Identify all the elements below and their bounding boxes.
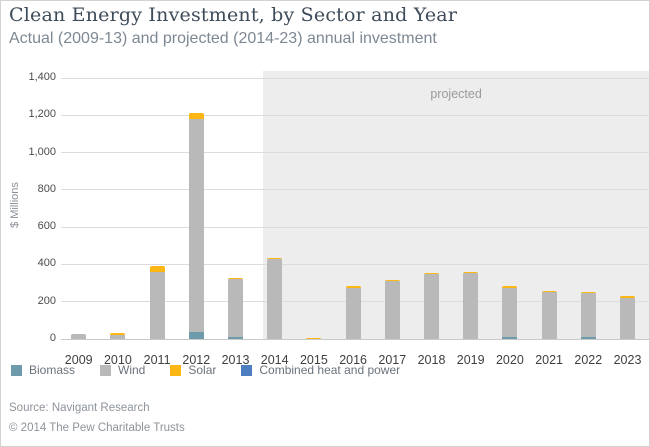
legend-swatch-icon — [100, 364, 112, 376]
y-tick-label: 600 — [37, 220, 56, 233]
x-tick-label-2010: 2010 — [103, 353, 132, 367]
bar-segment-solar — [463, 272, 479, 274]
legend-item-biomass: Biomass — [11, 363, 75, 377]
bar-2009 — [71, 334, 87, 339]
legend-swatch-icon — [11, 364, 22, 376]
y-tick-label: 1,200 — [28, 108, 56, 121]
gridline-y-800 — [61, 189, 649, 191]
x-tick-label-2012: 2012 — [182, 353, 211, 367]
legend-swatch-icon — [170, 364, 182, 376]
bar-segment-solar — [149, 266, 165, 272]
legend-label: Wind — [118, 363, 146, 377]
chart-area: $ Millions projected 0 200 400 600 800 1,000 1,… — [1, 61, 649, 367]
x-tick-label-2015: 2015 — [299, 353, 328, 367]
bar-2016 — [345, 286, 361, 339]
y-tick-label: 800 — [37, 182, 56, 195]
legend-label: Biomass — [29, 363, 76, 377]
chart-title: Clean Energy Investment, by Sector and Y… — [9, 4, 458, 26]
y-tick-label: 1,000 — [28, 145, 56, 158]
x-tick-label-2019: 2019 — [456, 353, 485, 367]
gridline-y-1400 — [61, 77, 649, 79]
bar-segment-wind — [580, 293, 596, 337]
legend: Biomass Wind Solar Combined heat and power — [11, 363, 400, 377]
x-tick-label-2022: 2022 — [574, 353, 603, 367]
bar-segment-solar — [580, 291, 596, 294]
bar-segment-wind — [541, 292, 557, 339]
y-tick-label: 0 — [49, 332, 56, 344]
y-tick-label: 1,400 — [28, 71, 56, 83]
gridline-y-600 — [61, 226, 649, 228]
bar-segment-wind — [267, 259, 283, 339]
bar-segment-solar — [424, 273, 439, 275]
y-tick-label: 200 — [37, 294, 56, 307]
x-tick-label-2016: 2016 — [339, 353, 367, 367]
plot-area: projected 0 200 400 600 800 1,000 1,200 1,400 200… — [28, 71, 649, 367]
x-tick-label-2021: 2021 — [535, 353, 563, 367]
bar-2011 — [149, 266, 165, 339]
legend-swatch-icon — [241, 364, 253, 376]
legend-label: Combined heat and power — [259, 363, 401, 377]
bar-2013 — [228, 277, 243, 339]
gridline-y-400 — [61, 263, 649, 265]
bar-segment-wind — [345, 287, 361, 339]
bar-segment-wind — [384, 281, 400, 339]
bar-segment-solar — [502, 286, 518, 288]
x-tick-label-2009: 2009 — [64, 353, 93, 367]
bar-segment-solar — [384, 279, 400, 282]
bar-segment-solar — [306, 338, 322, 339]
bar-segment-solar — [620, 296, 635, 298]
chart-subtitle: Actual (2009-13) and projected (2014-23)… — [9, 30, 437, 47]
bar-2019 — [463, 272, 479, 339]
bar-segment-solar — [228, 277, 243, 280]
legend-item-solar: Solar — [170, 363, 216, 377]
bar-segment-solar — [267, 257, 283, 260]
bar-segment-wind — [424, 274, 439, 339]
bar-segment-wind — [110, 334, 126, 339]
bar-2022 — [580, 291, 596, 339]
legend-label: Solar — [188, 363, 217, 377]
bar-2023 — [620, 296, 635, 339]
bar-2021 — [541, 290, 557, 339]
bar-segment-wind — [188, 119, 204, 333]
bar-segment-biomass — [580, 336, 596, 339]
bar-segment-wind — [502, 287, 518, 338]
bar-2014 — [267, 257, 283, 339]
bar-2010 — [110, 333, 126, 339]
bar-segment-wind — [71, 334, 87, 339]
bar-2015 — [306, 338, 322, 339]
bar-segment-solar — [110, 333, 126, 335]
copyright-note: © 2014 The Pew Charitable Trusts — [9, 422, 185, 434]
gridline-y-0 — [61, 338, 649, 340]
x-tick-label-2017: 2017 — [378, 353, 407, 367]
x-tick-label-2023: 2023 — [613, 353, 642, 367]
bar-segment-wind — [620, 297, 635, 339]
bar-segment-wind — [149, 271, 165, 339]
x-tick-label-2013: 2013 — [221, 353, 250, 367]
projected-region-label: projected — [430, 87, 482, 101]
bar-segment-biomass — [502, 337, 518, 339]
bar-segment-solar — [541, 290, 557, 293]
legend-item-combined-heat-and-power: Combined heat and power — [241, 363, 400, 377]
bar-2020 — [502, 286, 518, 339]
source-note: Source: Navigant Research — [9, 402, 150, 414]
bar-2018 — [424, 273, 439, 339]
bar-segment-wind — [463, 273, 479, 339]
x-tick-label-2011: 2011 — [143, 353, 171, 367]
bar-segment-biomass — [188, 332, 204, 339]
bar-segment-wind — [228, 279, 243, 337]
legend-item-wind: Wind — [100, 363, 145, 377]
x-tick-label-2014: 2014 — [260, 353, 289, 367]
bar-segment-biomass — [228, 336, 243, 339]
x-tick-label-2018: 2018 — [417, 353, 446, 367]
x-tick-label-2020: 2020 — [495, 353, 524, 367]
gridline-y-1200 — [61, 114, 649, 116]
bar-2012 — [188, 113, 204, 339]
bar-segment-solar — [345, 286, 361, 288]
y-tick-label: 400 — [37, 257, 56, 270]
bar-segment-solar — [188, 113, 204, 120]
bar-2017 — [384, 279, 400, 339]
gridline-y-1000 — [61, 152, 649, 154]
